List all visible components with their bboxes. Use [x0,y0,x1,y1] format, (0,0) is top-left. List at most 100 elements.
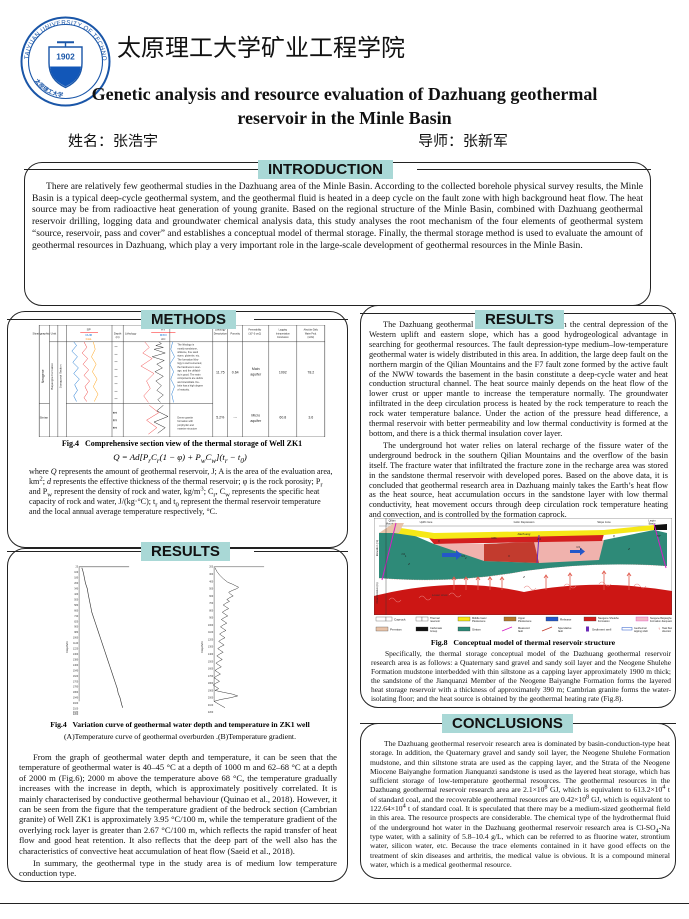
svg-text:60.8: 60.8 [279,415,286,419]
svg-text:the hardness is aver-: the hardness is aver- [177,366,201,369]
svg-text:1060: 1060 [73,637,79,640]
svg-text:Formation: Formation [598,619,610,623]
svg-text:500: 500 [74,598,79,601]
svg-text:1220: 1220 [73,648,79,651]
svg-text:980: 980 [74,631,79,634]
svg-text:Neogene: Neogene [41,369,45,383]
svg-text:Depth/m: Depth/m [65,641,69,653]
svg-text:reservoir: reservoir [430,619,440,623]
svg-text:formation with: formation with [177,420,193,423]
svg-text:Z: Z [407,562,410,566]
svg-text:siltstone, fine sand: siltstone, fine sand [177,351,198,354]
svg-text:900: 900 [209,617,214,620]
svg-text:- -: - - [115,375,118,378]
svg-text:1540: 1540 [73,669,79,672]
svg-text:1140: 1140 [73,642,79,645]
svg-text:Sinian: Sinian [40,415,49,419]
svg-text:Permeability: Permeability [248,329,262,332]
svg-text:Z: Z [522,575,525,579]
svg-text:1500: 1500 [208,660,214,663]
svg-text:massive structure: massive structure [177,428,197,431]
svg-text:Elevation (m): Elevation (m) [375,540,379,557]
svg-text:Depth/m: Depth/m [200,641,204,653]
svg-text:200: 200 [209,566,214,569]
svg-text:Main: Main [252,367,260,371]
svg-text:Jianquanzi Section: Jianquanzi Section [59,364,63,388]
svg-text:aquifer: aquifer [250,372,262,376]
svg-text:78.2: 78.2 [307,371,314,375]
svg-text:Sediment well: Sediment well [592,627,612,631]
svg-text:direction: direction [662,630,672,633]
svg-text:Golm Depression: Golm Depression [514,520,535,524]
svg-text:- -: - - [115,345,118,348]
svg-text:mostly sandstone,: mostly sandstone, [177,347,198,350]
svg-text:Slope zone: Slope zone [597,520,611,524]
svg-text:Interpretation: Interpretation [276,332,290,335]
svg-text:ity is good. The main: ity is good. The main [177,373,201,376]
svg-text:Baiyanghe Formation: Baiyanghe Formation [50,363,54,390]
svg-text:2200: 2200 [208,711,214,714]
svg-text:- -: - - [115,353,118,356]
svg-text:- -: - - [115,390,118,393]
svg-text:N2b: N2b [491,536,497,540]
svg-text:Logging: Logging [279,330,288,332]
svg-text:1900: 1900 [208,689,214,692]
svg-text:CAL: CAL [86,337,92,341]
svg-text:porphyritic and: porphyritic and [177,424,194,427]
svg-text:1460: 1460 [73,664,79,667]
svg-text:↑↑↑: ↑↑↑ [113,419,117,422]
svg-text:Caprock: Caprock [394,617,406,621]
svg-text:0.64: 0.64 [232,371,239,375]
svg-text:Jk1: Jk1 [537,537,542,541]
svg-text:400: 400 [209,580,214,583]
svg-text:and interstitials. De-: and interstitials. De- [177,381,199,384]
svg-text:↑↑↑: ↑↑↑ [113,412,117,415]
svg-text:820: 820 [74,620,79,623]
svg-text:The formation litho-: The formation litho- [177,358,199,361]
svg-text:(m): (m) [116,335,120,339]
svg-text:Release: Release [560,617,572,621]
svg-text:300: 300 [209,573,214,576]
svg-text:- -: - - [115,383,118,386]
svg-text:1100: 1100 [208,631,214,634]
svg-text:brite has a high degree: brite has a high degree [177,385,203,388]
svg-text:1860: 1860 [73,691,79,694]
svg-text:1620: 1620 [73,675,79,678]
svg-text:180: 180 [74,577,79,580]
svg-text:Micro: Micro [251,413,260,417]
svg-text:1780: 1780 [73,686,79,689]
svg-text:55°: 55° [657,534,661,538]
svg-text:of maturity.: of maturity. [177,388,190,391]
svg-text:1800: 1800 [208,682,214,685]
svg-text:tapping shaft: tapping shaft [634,630,648,633]
svg-text:Lithology: Lithology [125,331,137,335]
svg-text:SP: SP [87,328,91,332]
svg-text:340: 340 [74,588,79,591]
svg-text:Water Prod.: Water Prod. [305,332,317,335]
svg-text:(m3/d): (m3/d) [308,337,315,339]
svg-text:Sinian: Sinian [472,627,481,631]
svg-text:Dense granite: Dense granite [177,416,193,419]
svg-text:Stratigraphic Unit: Stratigraphic Unit [33,331,57,335]
svg-text:logy is well cemented,: logy is well cemented, [177,362,202,365]
svg-text:Uplift zone: Uplift zone [420,520,433,524]
svg-text:1092: 1092 [279,371,287,375]
svg-text:II: II [508,554,510,558]
svg-text:Formation Jianquanzi: Formation Jianquanzi [650,620,672,623]
svg-text:1300: 1300 [208,646,214,649]
svg-text:20: 20 [76,566,79,569]
svg-text:(10^-3 um2): (10^-3 um2) [249,332,262,335]
svg-text:2000: 2000 [208,697,214,700]
svg-text:1600: 1600 [208,668,214,671]
svg-text:660: 660 [74,609,79,612]
svg-text:Depth: Depth [114,331,122,335]
svg-text:Porosity: Porosity [230,331,240,335]
svg-text:fault: fault [558,629,563,633]
svg-text:Pleistocene: Pleistocene [518,619,532,623]
svg-text:aquifer: aquifer [250,419,262,423]
svg-text:fault: fault [518,629,523,633]
svg-text:600: 600 [209,595,214,598]
svg-text:1940: 1940 [73,697,79,700]
svg-text:Group: Group [430,629,438,633]
svg-text:↑↑↑: ↑↑↑ [113,427,117,430]
